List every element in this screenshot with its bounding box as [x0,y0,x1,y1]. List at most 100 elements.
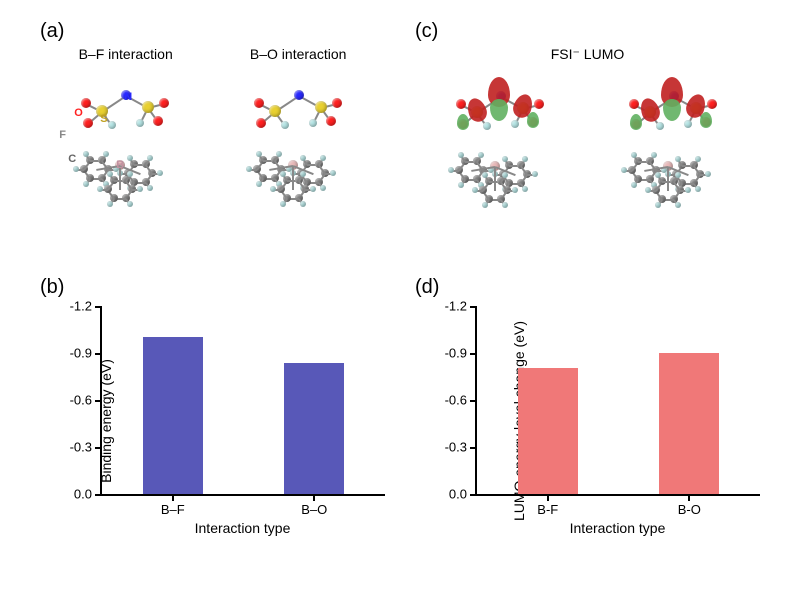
atom [310,186,316,192]
molecule-bf: NOSFCB [56,73,196,203]
atom [320,155,326,161]
atom [157,170,163,176]
orbital-lobe [700,112,712,128]
atom [256,151,262,157]
ytick-label: -0.9 [445,345,477,360]
panel-a-title-right: B–O interaction [250,46,347,62]
atom [675,156,681,162]
atom [684,120,692,128]
ytick-label: -0.6 [70,392,102,407]
chart-b-plot: -1.2-0.9-0.6-0.30.0B–FB–O [100,306,385,496]
panel-c-title: FSI⁻ LUMO [415,46,760,63]
orbital-lobe [663,99,681,121]
panel-a-molecules: NOSFCB [40,68,385,208]
molecule-lumo-bo [604,74,744,204]
atom [309,119,317,127]
panel-c-label: (c) [415,20,438,43]
atom [656,122,664,130]
atom [502,172,508,178]
chart-b-xlabel: Interaction type [100,520,385,536]
atom [276,151,282,157]
atom [675,202,681,208]
atom [137,186,143,192]
panel-d-label: (d) [415,276,439,299]
atom [629,99,639,109]
ytick-label: -1.2 [70,298,102,313]
atom [83,118,93,128]
panel-c: (c) FSI⁻ LUMO [415,20,760,266]
atom [281,121,289,129]
bar [143,337,203,494]
atom [534,99,544,109]
panel-a: (a) B–F interaction B–O interaction NOSF… [40,20,385,266]
atom [326,116,336,126]
atom [300,171,306,177]
ytick-label: -0.3 [70,439,102,454]
orbital-lobe [457,114,469,130]
atom-label: O [74,107,83,119]
atom [300,155,306,161]
ytick-label: 0.0 [449,486,477,501]
atom [695,156,701,162]
molecule-bo [229,73,369,203]
panel-d: (d) LUMO energy level change (eV) -1.2-0… [415,276,760,593]
chart-d-wrap: LUMO energy level change (eV) -1.2-0.9-0… [415,306,760,536]
atom [300,201,306,207]
atom [136,119,144,127]
orbital-lobe [490,99,508,121]
orbital-lobe [630,114,642,130]
atom [270,186,276,192]
atom [685,187,691,193]
atom [631,182,637,188]
ytick-label: -0.9 [70,345,102,360]
atom [142,101,154,113]
atom [522,156,528,162]
orbital-lobe [527,112,539,128]
atom [269,105,281,117]
atom [655,202,661,208]
panel-a-title-left: B–F interaction [79,46,173,62]
atom [320,185,326,191]
atom [315,101,327,113]
atom [256,118,266,128]
bond [292,166,294,190]
xtick-label: B–F [161,494,185,517]
atom [675,172,681,178]
atom [631,152,637,158]
atom [448,167,454,173]
molecule-lumo-bf [431,74,571,204]
atom [707,99,717,109]
bar [659,353,719,494]
chart-d-plot: -1.2-0.9-0.6-0.30.0B-FB-O [475,306,760,496]
ytick-label: -1.2 [445,298,477,313]
panel-a-titles: B–F interaction B–O interaction [40,46,385,62]
atom [147,155,153,161]
atom [502,202,508,208]
atom [103,151,109,157]
atom-label: C [68,153,76,165]
bar [284,363,344,493]
atom [483,122,491,130]
atom [108,121,116,129]
atom [147,185,153,191]
atom-label: N [124,91,132,103]
ytick-label: -0.3 [445,439,477,454]
xtick-label: B–O [301,494,327,517]
atom [280,171,286,177]
atom [532,171,538,177]
atom [512,187,518,193]
bar [518,368,578,493]
atom [695,186,701,192]
atom [254,98,264,108]
atom [159,98,169,108]
atom-label: S [100,113,107,125]
chart-b-wrap: Binding energy (eV) -1.2-0.9-0.6-0.30.0B… [40,306,385,536]
atom [107,201,113,207]
xtick-label: B-O [678,494,701,517]
bond [494,167,496,191]
atom [256,181,262,187]
atom [458,182,464,188]
atom-label: F [59,129,66,141]
atom [73,166,79,172]
atom [246,166,252,172]
